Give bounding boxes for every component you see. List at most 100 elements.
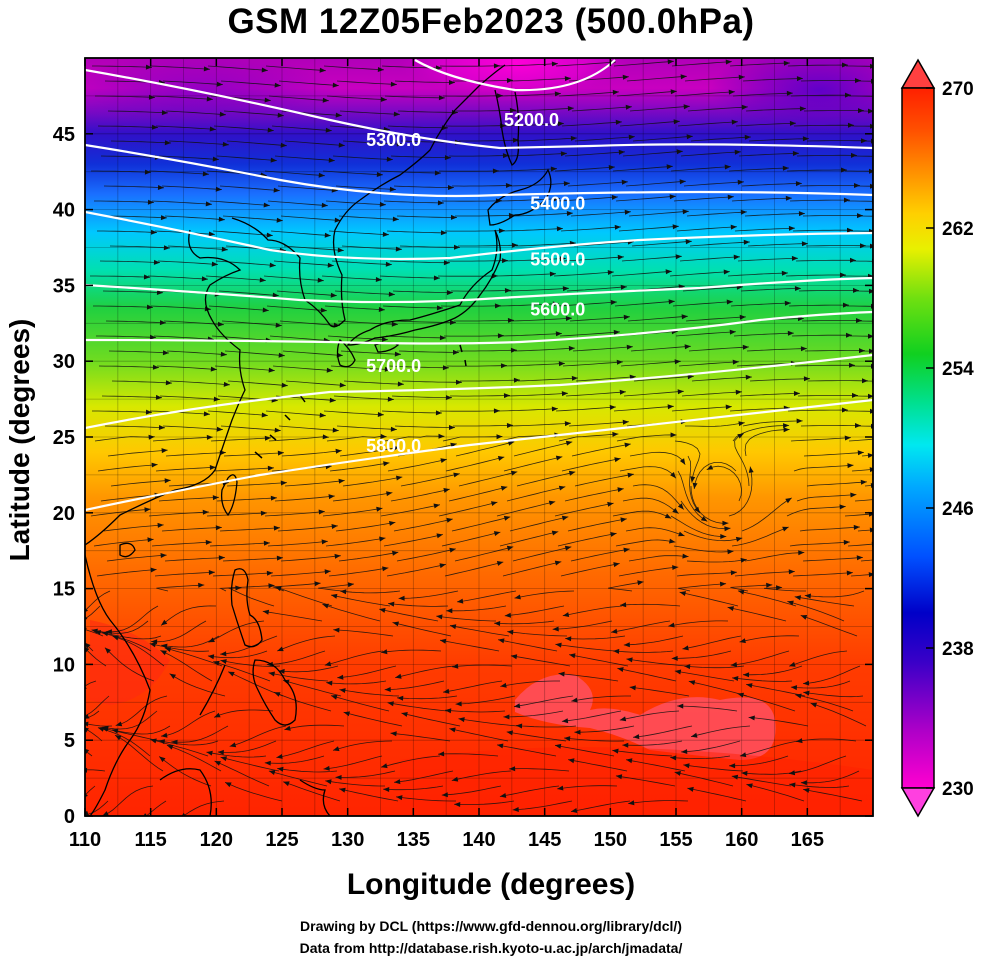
- streamline-arrow: [507, 440, 515, 446]
- streamline: [384, 435, 445, 442]
- streamline: [680, 500, 731, 530]
- streamline: [161, 527, 222, 532]
- streamline: [740, 288, 801, 292]
- streamline: [103, 524, 164, 532]
- streamline-arrow: [335, 112, 342, 118]
- streamline: [686, 559, 747, 563]
- streamline-arrow: [503, 714, 510, 720]
- colorbar: 230 238 246 254 262 270: [900, 58, 974, 818]
- streamline: [689, 241, 750, 247]
- streamline-arrow: [393, 445, 400, 451]
- streamline-arrow: [563, 181, 570, 187]
- streamline-arrow: [268, 770, 276, 775]
- streamline: [749, 378, 811, 382]
- contour-5400: [85, 210, 873, 261]
- streamline-arrow: [684, 664, 691, 670]
- streamline-arrow: [677, 703, 684, 709]
- streamline-arrow: [445, 708, 452, 714]
- streamline: [88, 710, 100, 718]
- streamline-arrow: [433, 503, 440, 509]
- streamline: [102, 290, 164, 294]
- streamline-arrow: [513, 377, 520, 383]
- streamline: [748, 717, 809, 727]
- streamline-arrow: [384, 366, 391, 372]
- streamline: [90, 508, 151, 517]
- streamline: [336, 80, 397, 85]
- streamline-arrow: [439, 638, 447, 644]
- streamline: [380, 504, 440, 517]
- streamline: [268, 436, 329, 442]
- streamline: [264, 755, 325, 764]
- streamline: [148, 170, 209, 175]
- streamline-arrow: [85, 714, 90, 719]
- streamline-arrow: [499, 793, 507, 798]
- streamline: [559, 331, 620, 337]
- coast-izu-islands: [459, 344, 467, 367]
- streamline: [438, 501, 498, 517]
- streamline-arrow: [619, 389, 626, 395]
- streamline-arrow: [266, 232, 273, 238]
- streamline: [162, 425, 223, 430]
- streamline: [617, 667, 677, 682]
- streamline: [799, 526, 860, 532]
- streamline-arrow: [570, 808, 578, 813]
- streamline-arrow: [624, 442, 631, 448]
- streamline: [555, 61, 616, 67]
- streamline-arrow: [615, 119, 622, 125]
- streamline: [447, 260, 509, 262]
- streamline-arrow: [859, 348, 865, 354]
- streamline-arrow: [261, 67, 268, 73]
- streamline-arrow: [322, 97, 329, 103]
- streamline-arrow: [571, 697, 578, 703]
- contour-labels: 5200.0 5300.0 5400.0 5500.0 5600.0 5700.0 5800…: [366, 110, 585, 456]
- streamline: [503, 456, 563, 472]
- streamline: [458, 718, 519, 727]
- streamline-arrow: [216, 81, 223, 87]
- streamline-arrow: [220, 651, 227, 657]
- streamline-arrow: [166, 744, 174, 750]
- streamline: [746, 684, 806, 697]
- contour-5500: [85, 276, 873, 304]
- streamline-arrow: [339, 688, 346, 693]
- streamline-arrow: [620, 602, 627, 608]
- streamline-arrow: [198, 582, 205, 588]
- streamline: [212, 572, 273, 577]
- streamline-arrow: [610, 532, 617, 537]
- streamline-arrow: [274, 82, 281, 88]
- streamline: [322, 507, 383, 517]
- streamline: [565, 391, 626, 397]
- streamline-arrow: [551, 406, 558, 412]
- streamline-arrow: [397, 381, 404, 387]
- streamline-arrow: [260, 510, 267, 516]
- streamline: [149, 643, 210, 652]
- streamline-arrow: [609, 404, 616, 410]
- streamline-arrow: [150, 738, 157, 744]
- streamline-arrow: [513, 703, 521, 709]
- streamline: [795, 694, 854, 712]
- streamline: [619, 710, 680, 721]
- geopotential-contours: [85, 59, 873, 512]
- streamline: [390, 155, 452, 159]
- streamline-arrow: [112, 635, 119, 641]
- streamline-arrow: [266, 570, 273, 576]
- streamline: [394, 425, 456, 428]
- streamline: [684, 665, 745, 669]
- x-axis-label: Longitude (degrees): [346, 868, 636, 901]
- streamline-arrow: [803, 376, 810, 382]
- streamline: [271, 125, 332, 131]
- streamline-arrow: [682, 553, 689, 559]
- streamline-arrow: [235, 585, 242, 591]
- streamline-arrow: [158, 739, 166, 745]
- streamline: [570, 211, 631, 217]
- streamline: [668, 620, 729, 627]
- streamline: [454, 319, 515, 322]
- streamline: [628, 210, 689, 217]
- streamline: [671, 650, 732, 659]
- streamline: [508, 287, 569, 292]
- streamline: [514, 590, 575, 599]
- streamline: [88, 646, 94, 652]
- streamline: [803, 691, 864, 698]
- streamline: [515, 242, 576, 247]
- streamline-arrow: [149, 642, 157, 648]
- streamline-arrow: [449, 547, 456, 553]
